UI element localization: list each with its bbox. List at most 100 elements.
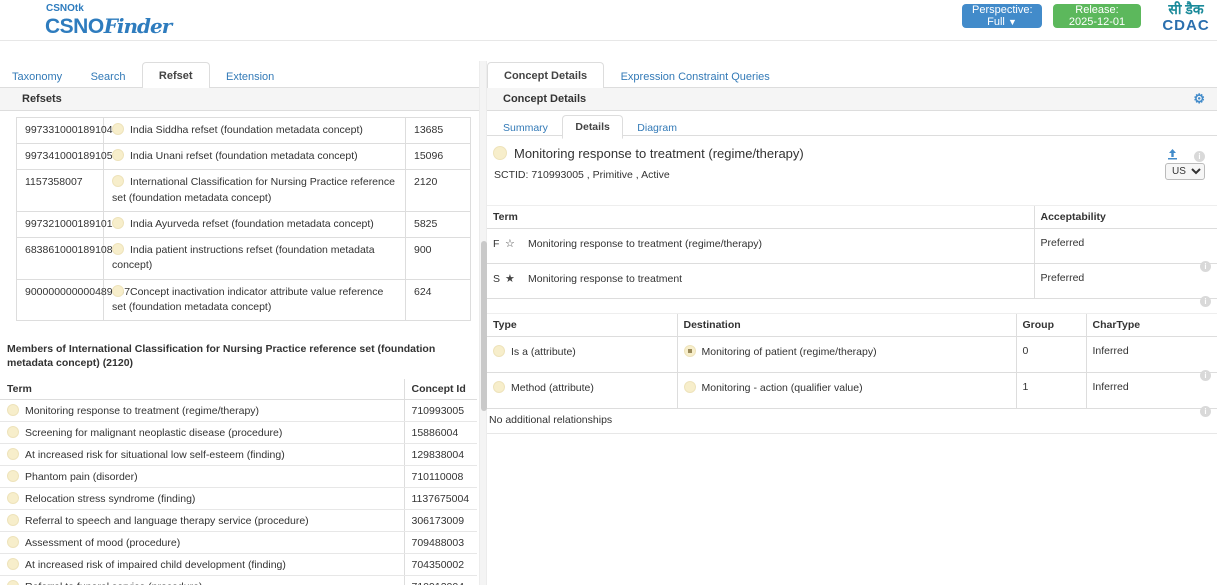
tab-extension[interactable]: Extension [225, 71, 275, 83]
member-id-cell: 1137675004 [403, 487, 477, 511]
tab-search[interactable]: Search [90, 71, 126, 83]
description-acceptability-cell: Preferred i [1033, 263, 1217, 307]
member-row[interactable]: Relocation stress syndrome (finding) 113… [0, 487, 477, 511]
member-term-cell[interactable]: At increased risk for situational low se… [0, 443, 404, 467]
concept-icon [112, 216, 124, 229]
tab-expression-constraint-queries[interactable]: Expression Constraint Queries [620, 71, 770, 83]
info-icon[interactable]: i [1194, 150, 1205, 162]
refset-row[interactable]: 1157358007 International Classification … [16, 169, 471, 212]
attribute-icon [493, 345, 505, 357]
subtab-summary[interactable]: Summary [503, 122, 548, 134]
refset-term-label: India Unani refset (foundation metadata … [130, 150, 358, 163]
description-row: S ★ Monitoring response to treatment Prefe… [487, 263, 1217, 307]
member-term-cell[interactable]: Referral to speech and language therapy … [0, 509, 404, 533]
refset-term-cell[interactable]: India Unani refset (foundation metadata … [103, 143, 406, 171]
refset-term-label: India patient instructions refset (found… [112, 244, 375, 272]
refset-term-label: India Ayurveda refset (foundation metada… [130, 217, 374, 230]
member-term-cell[interactable]: Relocation stress syndrome (finding) [0, 487, 404, 511]
relationships-table: Type Destination Group CharType Is a (at… [487, 313, 1217, 417]
member-row[interactable]: Assessment of mood (procedure) 709488003 [0, 531, 477, 555]
member-term-cell[interactable]: Assessment of mood (procedure) [0, 531, 404, 555]
member-row[interactable]: Monitoring response to treatment (regime… [0, 399, 477, 423]
member-term-cell[interactable]: At increased risk of impaired child deve… [0, 553, 404, 577]
rel-chartype-cell: Inferred i [1085, 372, 1217, 417]
scrollbar-thumb[interactable] [481, 241, 487, 411]
member-row[interactable]: Screening for malignant neoplastic disea… [0, 421, 477, 445]
member-term-cell[interactable]: Referral to funeral service (procedure) [0, 575, 404, 585]
gear-icon[interactable]: ⚙ [1193, 91, 1205, 106]
refset-row[interactable]: 997341000189105 India Unani refset (foun… [16, 143, 471, 171]
refsets-title: Refsets [22, 93, 62, 105]
description-term-cell: F ☆ Monitoring response to treatment (regi… [487, 228, 1034, 264]
top-header: CSNOtk CSNOFinder Perspective: Full ▼ Rel… [0, 0, 1217, 41]
star-icon[interactable]: ☆ [505, 238, 515, 250]
sctid-text: SCTID: 710993005 , Primitive , Active [494, 169, 670, 181]
refset-row[interactable]: 683861000189108 India patient instructio… [16, 237, 471, 280]
concept-icon [112, 175, 124, 188]
release-button[interactable]: Release: 2025-12-01 [1053, 4, 1141, 28]
member-row[interactable]: At increased risk of impaired child deve… [0, 553, 477, 577]
tab-refset[interactable]: Refset [141, 62, 210, 90]
left-panel-scrollbar[interactable] [479, 61, 487, 585]
rel-destination-cell[interactable]: Monitoring of patient (regime/therapy) [676, 336, 1016, 373]
member-row[interactable]: Phantom pain (disorder) 710110008 [0, 465, 477, 489]
rel-chartype-label: Inferred [1092, 345, 1129, 357]
rel-type-cell[interactable]: Method (attribute) [487, 372, 677, 409]
tab-taxonomy[interactable]: Taxonomy [12, 71, 63, 83]
rel-destination-cell[interactable]: Monitoring - action (qualifier value) [676, 372, 1016, 409]
relationship-row: Method (attribute) Monitoring - action (… [487, 372, 1217, 417]
refset-row[interactable]: 900000000000489007 Concept inactivation … [16, 278, 471, 321]
refset-count-cell: 15096 [405, 143, 471, 171]
perspective-button[interactable]: Perspective: Full ▼ [962, 4, 1042, 28]
rel-group-cell: 1 [1015, 372, 1086, 409]
description-term-cell: S ★ Monitoring response to treatment [487, 263, 1034, 299]
export-icon[interactable] [1166, 147, 1179, 165]
refset-term-cell[interactable]: International Classification for Nursing… [103, 169, 406, 212]
refset-row[interactable]: 997331000189104 India Siddha refset (fou… [16, 116, 471, 145]
concept-panel: Concept Details Expression Constraint Qu… [487, 41, 1217, 585]
info-icon[interactable]: i [1200, 296, 1211, 307]
description-term-label: Monitoring response to treatment [528, 273, 683, 285]
members-term-header: Term [0, 379, 404, 401]
concept-details-title: Concept Details [503, 93, 587, 105]
tab-concept-details[interactable]: Concept Details [487, 62, 605, 90]
destination-concept-icon [683, 381, 696, 393]
member-row[interactable]: At increased risk for situational low se… [0, 443, 477, 467]
subtab-details[interactable]: Details [562, 115, 623, 139]
description-row: F ☆ Monitoring response to treatment (regi… [487, 228, 1217, 272]
app-logo[interactable]: CSNOtk CSNOFinder [45, 3, 172, 38]
acceptability-label: Preferred [1040, 272, 1085, 284]
descriptions-acceptability-header: Acceptability [1033, 205, 1217, 229]
refset-term-cell[interactable]: India patient instructions refset (found… [103, 237, 406, 280]
rel-type-cell[interactable]: Is a (attribute) [487, 336, 677, 373]
member-row[interactable]: Referral to speech and language therapy … [0, 509, 477, 533]
member-row[interactable]: Referral to funeral service (procedure) … [0, 575, 477, 585]
attribute-icon [493, 381, 505, 393]
refset-term-cell[interactable]: India Siddha refset (foundation metadata… [103, 116, 406, 145]
member-id-cell: 709488003 [403, 531, 477, 555]
rel-group-cell: 0 [1015, 336, 1086, 373]
subtab-diagram[interactable]: Diagram [637, 122, 677, 134]
destination-concept-icon [683, 345, 696, 357]
release-label: Release: 2025-12-01 [1068, 4, 1126, 28]
refset-term-cell[interactable]: Concept inactivation indicator attribute… [103, 278, 406, 321]
refset-term-cell[interactable]: India Ayurveda refset (foundation metada… [103, 210, 406, 239]
info-icon[interactable]: i [1200, 406, 1211, 417]
member-term-cell[interactable]: Screening for malignant neoplastic disea… [0, 421, 404, 445]
concept-icon [7, 558, 19, 571]
descriptions-header-row: Term Acceptability [487, 205, 1217, 229]
refset-id-cell: 997341000189105 [16, 143, 113, 171]
member-term-cell[interactable]: Monitoring response to treatment (regime… [0, 399, 404, 423]
description-type-flag: S [493, 273, 501, 285]
main-tab-bar: Taxonomy Search Refset Extension [0, 61, 479, 90]
caret-down-icon: ▼ [1007, 17, 1017, 27]
sctid-line: SCTID: 710993005 , Primitive , Active US [487, 163, 1217, 191]
concept-icon [7, 514, 19, 527]
rel-type-label: Is a (attribute) [511, 346, 576, 358]
rel-type-header: Type [487, 313, 677, 337]
language-select[interactable]: US [1165, 163, 1205, 180]
description-term-label: Monitoring response to treatment (regime… [528, 238, 763, 250]
member-term-cell[interactable]: Phantom pain (disorder) [0, 465, 404, 489]
star-icon[interactable]: ★ [505, 273, 515, 285]
refset-row[interactable]: 997321000189101 India Ayurveda refset (f… [16, 210, 471, 239]
